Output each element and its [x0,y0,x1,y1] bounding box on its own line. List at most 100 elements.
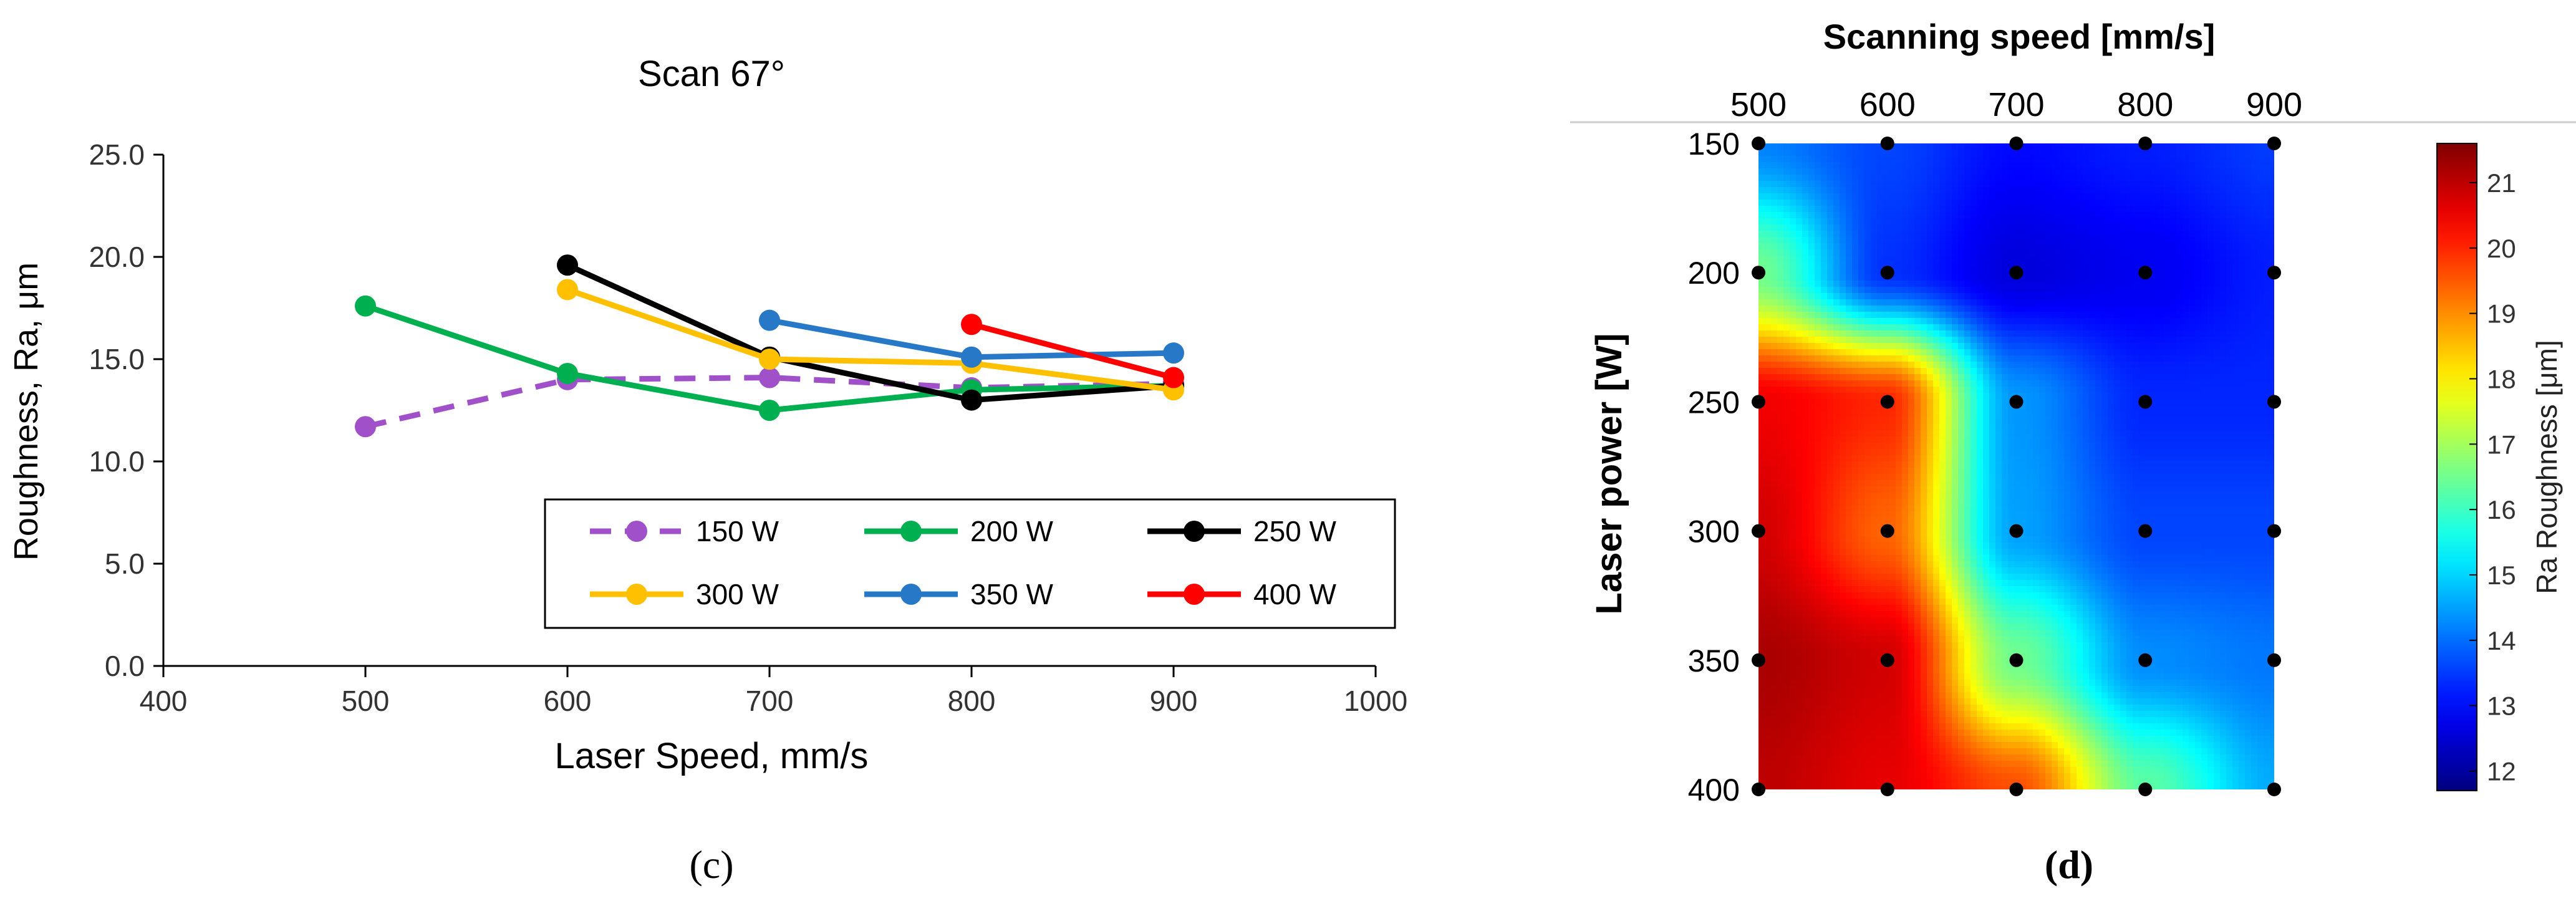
heatmap-cell [1908,455,1915,462]
heatmap-cell [1858,212,1865,219]
heatmap-cell [2033,449,2040,456]
heatmap-cell [1846,343,1853,350]
heatmap-cell [1833,231,1840,238]
heatmap-cell [1995,324,2002,331]
heatmap-cell [1964,281,1971,287]
heatmap-cell [2201,493,2208,499]
heatmap-cell [2114,281,2121,287]
heatmap-cell [1902,224,1909,231]
heatmap-cell [1790,399,1797,406]
heatmap-cell [1777,312,1784,319]
heatmap-cell [2020,312,2027,319]
heatmap-cell [1852,486,1859,493]
heatmap-cell [2270,218,2274,225]
heatmap-cell [2077,237,2083,244]
heatmap-cell [1790,150,1797,157]
heatmap-cell [2183,393,2189,400]
heatmap-cell [1777,455,1784,462]
heatmap-cell [1821,430,1828,437]
heatmap-cell [1808,399,1815,406]
heatmap-cell [2039,243,2046,250]
heatmap-cell [1977,193,1984,200]
heatmap-cell [2251,330,2258,337]
heatmap-cell [1964,499,1971,506]
heatmap-cell [2058,262,2065,269]
heatmap-cell [1964,418,1971,425]
heatmap-cell [2220,162,2227,169]
heatmap-cell [1858,337,1865,344]
heatmap-cell [2214,193,2221,200]
heatmap-cell [1815,231,1821,238]
heatmap-cell [2039,368,2046,375]
heatmap-y-tick-label: 150 [1688,127,1740,161]
heatmap-cell [2176,362,2183,369]
heatmap-cell [2164,486,2171,493]
heatmap-cell [1765,449,1772,456]
heatmap-cell [1808,418,1815,425]
heatmap-cell [2058,306,2065,312]
heatmap-cell [2052,443,2058,450]
heatmap-cell [2126,162,2133,169]
heatmap-cell [1927,330,1934,337]
heatmap-cell [1771,468,1778,475]
heatmap-cell [1995,193,2002,200]
heatmap-cell [2257,143,2264,150]
heatmap-cell [1983,455,1990,462]
heatmap-cell [1821,349,1828,356]
heatmap-cell [1952,324,1959,331]
heatmap-cell [2232,212,2239,219]
heatmap-cell [1833,449,1840,456]
heatmap-cell [1939,274,1946,281]
heatmap-cell [1889,412,1896,418]
heatmap-cell [1939,281,1946,287]
heatmap-cell [2027,318,2033,325]
heatmap-cell [1771,156,1778,163]
heatmap-cell [2207,461,2214,468]
x-tick-label: 700 [746,685,794,717]
heatmap-cell [2014,405,2021,412]
heatmap-cell [2114,237,2121,244]
heatmap-cell [2052,412,2058,418]
heatmap-cell [2201,168,2208,175]
heatmap-cell [1815,187,1821,194]
heatmap-cell [1821,193,1828,200]
heatmap-cell [1783,312,1790,319]
heatmap-cell [2101,281,2108,287]
heatmap-cell [2139,430,2146,437]
heatmap-cell [1758,368,1765,375]
heatmap-cell [1902,330,1909,337]
heatmap-cell [2064,430,2071,437]
heatmap-cell [2251,181,2258,188]
heatmap-cell [2214,436,2221,443]
heatmap-cell [2101,306,2108,312]
heatmap-cell [2232,405,2239,412]
line-chart-series-group [355,254,1184,438]
heatmap-cell [1921,299,1927,306]
heatmap-cell [2101,430,2108,437]
heatmap-cell [2070,200,2077,206]
heatmap-cell [1995,499,2002,506]
heatmap-cell [1889,168,1896,175]
heatmap-cell [1846,424,1853,431]
heatmap-cell [2008,362,2015,369]
heatmap-cell [2226,499,2233,506]
heatmap-cell [1933,380,1940,387]
heatmap-cell [2158,224,2164,231]
data-point [355,295,376,317]
heatmap-cell [1852,249,1859,256]
heatmap-cell [2245,374,2252,381]
heatmap-cell [2201,449,2208,456]
heatmap-cell [2232,443,2239,450]
heatmap-cell [1871,318,1878,325]
heatmap-cell [1939,162,1946,169]
heatmap-cell [2220,387,2227,393]
heatmap-cell [2089,262,2096,269]
heatmap-cell [1802,505,1809,512]
heatmap-cell [2245,318,2252,325]
heatmap-cell [1914,306,1921,312]
heatmap-cell [1939,455,1946,462]
heatmap-cell [1927,143,1934,150]
heatmap-cell [2226,312,2233,319]
heatmap-cell [2002,436,2009,443]
heatmap-cell [1883,187,1890,194]
